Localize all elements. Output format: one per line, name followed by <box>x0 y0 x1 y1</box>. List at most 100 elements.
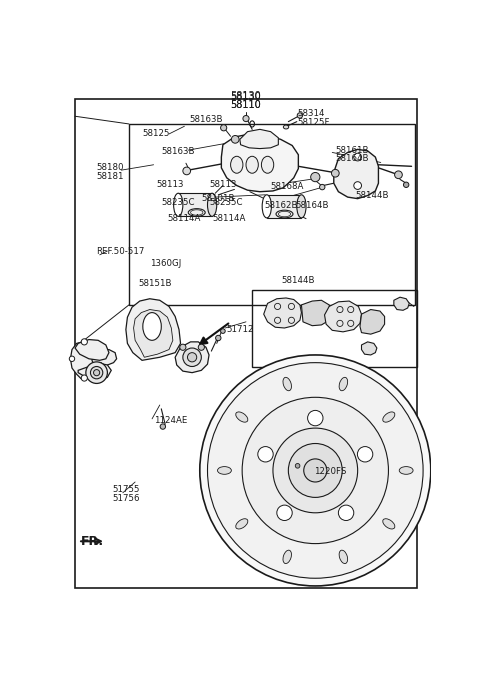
Text: 58113: 58113 <box>209 180 237 189</box>
Ellipse shape <box>236 519 248 529</box>
Text: 58151B: 58151B <box>138 279 172 288</box>
Circle shape <box>180 344 186 350</box>
Ellipse shape <box>383 519 395 529</box>
Bar <box>129 124 415 305</box>
Circle shape <box>320 184 325 190</box>
Circle shape <box>304 459 327 482</box>
Polygon shape <box>360 309 384 334</box>
Ellipse shape <box>246 156 258 173</box>
Text: 58110: 58110 <box>230 101 262 110</box>
Polygon shape <box>301 301 331 326</box>
Text: 58114A: 58114A <box>212 214 245 223</box>
Circle shape <box>221 124 227 131</box>
Circle shape <box>188 353 197 362</box>
Circle shape <box>231 135 239 143</box>
Text: 58110: 58110 <box>230 100 262 109</box>
Text: 58130: 58130 <box>230 91 262 101</box>
Ellipse shape <box>283 377 291 391</box>
Circle shape <box>358 447 373 462</box>
Text: 58235C: 58235C <box>161 198 195 207</box>
Polygon shape <box>71 342 96 379</box>
Circle shape <box>354 182 361 190</box>
Polygon shape <box>394 297 409 310</box>
Ellipse shape <box>236 412 248 422</box>
Polygon shape <box>75 339 109 360</box>
Circle shape <box>243 116 249 122</box>
Ellipse shape <box>283 550 291 564</box>
Ellipse shape <box>399 466 413 475</box>
Circle shape <box>81 339 87 345</box>
Circle shape <box>69 356 75 362</box>
Circle shape <box>90 367 103 379</box>
Text: 58181: 58181 <box>96 172 124 181</box>
Ellipse shape <box>383 412 395 422</box>
Text: 51756: 51756 <box>113 494 140 503</box>
Text: 58314: 58314 <box>298 109 325 118</box>
Polygon shape <box>126 299 180 360</box>
Text: 58235C: 58235C <box>209 198 242 207</box>
Polygon shape <box>178 193 212 216</box>
Ellipse shape <box>217 466 231 475</box>
Circle shape <box>311 173 320 182</box>
Circle shape <box>404 182 409 188</box>
Polygon shape <box>240 129 278 149</box>
Ellipse shape <box>297 194 306 218</box>
Text: 58161B: 58161B <box>336 146 369 154</box>
Polygon shape <box>78 363 111 380</box>
Polygon shape <box>264 298 301 328</box>
Circle shape <box>183 348 201 367</box>
Circle shape <box>221 328 225 333</box>
Text: 58162B: 58162B <box>264 201 298 210</box>
Circle shape <box>297 113 302 118</box>
Circle shape <box>242 397 388 543</box>
Ellipse shape <box>339 377 348 391</box>
Polygon shape <box>267 194 301 218</box>
Polygon shape <box>361 342 377 355</box>
Text: 1220FS: 1220FS <box>314 466 346 476</box>
Text: 1360GJ: 1360GJ <box>150 259 181 268</box>
Text: 58101B: 58101B <box>201 194 235 203</box>
Ellipse shape <box>339 550 348 564</box>
Text: FR.: FR. <box>81 534 104 548</box>
Ellipse shape <box>143 313 161 340</box>
Text: 58164B: 58164B <box>336 154 369 163</box>
Circle shape <box>160 424 166 429</box>
Circle shape <box>258 447 273 462</box>
Circle shape <box>81 375 87 381</box>
Circle shape <box>338 505 354 520</box>
Text: 58180: 58180 <box>96 163 124 172</box>
Ellipse shape <box>174 193 183 216</box>
Text: 58114A: 58114A <box>168 214 201 223</box>
Circle shape <box>198 344 204 350</box>
Circle shape <box>207 362 423 578</box>
Circle shape <box>216 335 221 341</box>
Circle shape <box>200 355 431 586</box>
Text: 51712: 51712 <box>227 325 254 334</box>
Ellipse shape <box>207 193 217 216</box>
Bar <box>252 290 417 367</box>
Circle shape <box>94 370 100 376</box>
Text: REF.50-517: REF.50-517 <box>96 248 144 256</box>
Text: 1124AE: 1124AE <box>154 416 187 425</box>
Text: 58125F: 58125F <box>298 118 330 127</box>
Ellipse shape <box>283 125 289 129</box>
Circle shape <box>183 167 191 175</box>
Circle shape <box>295 464 300 468</box>
Ellipse shape <box>230 156 243 173</box>
Polygon shape <box>133 309 173 357</box>
Circle shape <box>395 171 402 179</box>
Circle shape <box>277 505 292 520</box>
Text: 51755: 51755 <box>113 486 140 494</box>
Text: 58113: 58113 <box>156 180 184 189</box>
Polygon shape <box>221 134 299 192</box>
Text: 58144B: 58144B <box>355 191 389 200</box>
Circle shape <box>288 443 342 497</box>
Text: 58168A: 58168A <box>271 182 304 191</box>
Circle shape <box>354 153 361 161</box>
Circle shape <box>308 411 323 426</box>
Text: 58164B: 58164B <box>295 201 329 210</box>
Polygon shape <box>175 342 209 373</box>
Text: 58125: 58125 <box>142 129 169 139</box>
Circle shape <box>86 362 108 384</box>
Polygon shape <box>334 150 378 199</box>
